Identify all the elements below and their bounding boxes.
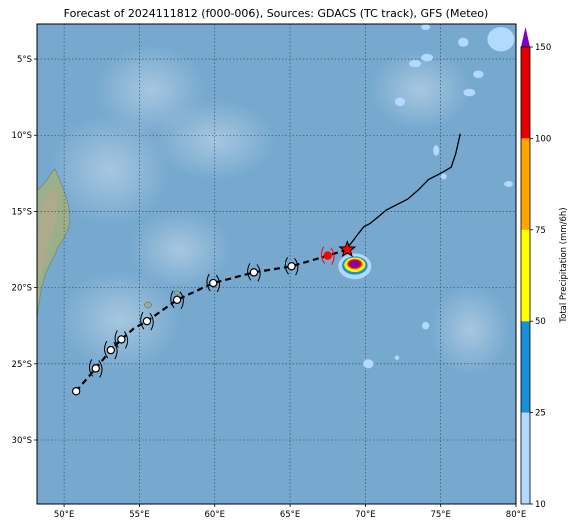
cyclone-symbol-arc: [179, 291, 184, 310]
forecast-point: [71, 387, 81, 396]
colorbar-segment: [521, 321, 530, 413]
precip-cell: [440, 173, 447, 180]
colorbar-segment: [521, 412, 530, 504]
y-tick-label: 25°S: [12, 360, 32, 370]
cyclone-symbol-arc: [88, 359, 94, 377]
colorbar-tick-label: 50: [535, 317, 546, 327]
precip-cell: [432, 144, 440, 157]
cyclone-symbol-arc: [149, 312, 154, 331]
precip-cell: [408, 59, 422, 68]
precip-cell: [362, 359, 374, 369]
precip-cell: [394, 355, 400, 361]
precip-cell: [420, 53, 434, 62]
forecast-point: [209, 278, 218, 288]
forecast-point: [249, 268, 259, 277]
y-tick-label: 15°S: [12, 207, 32, 217]
cyclone-symbol-arc: [320, 246, 326, 264]
precip-cell: [472, 70, 484, 79]
cyclone-symbol-arc: [284, 257, 289, 275]
map-gridlines: [37, 24, 516, 504]
colorbar-tick-label: 150: [535, 43, 551, 53]
x-tick-label: 60°E: [205, 510, 225, 520]
x-tick-label: 65°E: [280, 510, 300, 520]
past-track-line: [346, 133, 461, 249]
cyclone-symbol-arc: [215, 274, 220, 293]
y-tick-label: 10°S: [12, 131, 32, 141]
forecast-points: [71, 246, 335, 396]
forecast-point: [117, 335, 126, 344]
colorbar: 10 25 50 75 100 150: [520, 27, 551, 510]
forecast-point: [287, 262, 296, 271]
cloud-texture: [50, 45, 510, 375]
precipitation-layer: [338, 24, 515, 369]
colorbar-tick-label: 75: [535, 226, 546, 236]
forecast-point: [106, 345, 116, 355]
y-tick-label: 5°S: [17, 55, 32, 65]
x-tick-label: 80°E: [506, 510, 526, 520]
madagascar-relief: [38, 188, 58, 280]
colorbar-tick-label: 25: [535, 409, 546, 419]
y-tick-label: 30°S: [12, 436, 32, 446]
colorbar-segment: [521, 47, 530, 139]
precip-cell: [421, 321, 430, 330]
colorbar-frame: [520, 46, 531, 505]
x-axis-ticks: 50°E 55°E 60°E 65°E 70°E 75°E 80°E: [54, 504, 526, 520]
precip-cell: [457, 37, 469, 48]
forecast-point: [172, 295, 182, 305]
cyclone-symbol-arc: [294, 257, 299, 276]
map-frame: [36, 23, 517, 505]
forecast-point: [142, 316, 152, 326]
cyclone-symbol-arc: [330, 247, 335, 265]
colorbar-segment: [521, 138, 530, 230]
precip-cell: [503, 180, 514, 188]
mauritius-island: [144, 301, 152, 309]
colorbar-segment: [521, 229, 530, 322]
cyclone-symbol-arc: [98, 360, 103, 378]
y-axis-ticks: 5°S 10°S 15°S 20°S 25°S 30°S: [12, 55, 37, 446]
cyclone-symbol-arc: [123, 331, 129, 349]
precip-cell: [420, 24, 431, 31]
current-position-star: [338, 240, 357, 258]
reunion-island: [174, 290, 180, 296]
x-tick-label: 75°E: [430, 510, 450, 520]
x-tick-label: 50°E: [54, 510, 74, 520]
chart-title: Forecast of 2024111812 (f000-006), Sourc…: [63, 7, 489, 20]
precip-cell: [394, 96, 406, 107]
colorbar-extend-arrow: [521, 27, 530, 47]
cyclone-symbol-arc: [113, 341, 118, 360]
cyclone-symbol-arc: [140, 311, 145, 330]
colorbar-tick-label: 100: [535, 134, 551, 144]
x-tick-label: 70°E: [355, 510, 375, 520]
x-tick-label: 55°E: [129, 510, 149, 520]
forecast-point: [91, 364, 100, 373]
cyclone-symbol-arc: [114, 330, 119, 348]
cyclone-symbol-arc: [256, 264, 261, 282]
cyclone-symbol-arc: [170, 290, 175, 309]
colorbar-label: Total Precipitation (mm/6h): [559, 207, 569, 323]
colorbar-tick-label: 10: [535, 500, 546, 510]
precip-cell: [349, 260, 361, 268]
precip-cell: [487, 26, 515, 52]
y-tick-label: 20°S: [12, 284, 32, 294]
cyclone-symbol-arc: [247, 263, 252, 281]
cyclone-symbol-arc: [104, 340, 109, 359]
cyclone-symbol-arc: [206, 273, 211, 292]
forecast-point: [323, 251, 332, 260]
precip-cell: [463, 88, 476, 97]
